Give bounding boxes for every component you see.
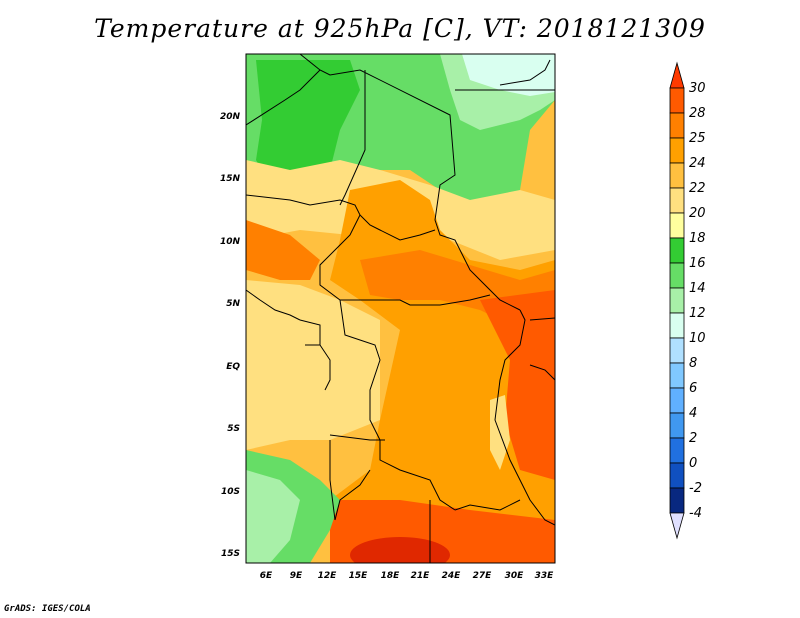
- colorbar-swatch: [669, 237, 685, 264]
- colorbar-bottom-arrow: [669, 512, 685, 540]
- colorbar-label: 8: [689, 356, 697, 371]
- colorbar-swatch: [669, 487, 685, 514]
- credit-text: GrADS: IGES/COLA: [4, 604, 91, 614]
- colorbar-label: 4: [689, 406, 697, 421]
- field-west-yellow: [246, 280, 380, 450]
- colorbar-swatch: [669, 212, 685, 239]
- field-hotspot: [350, 537, 450, 563]
- field-westcoast-orange: [246, 220, 320, 280]
- lon-label: 33E: [535, 571, 555, 581]
- colorbar-swatch: [669, 162, 685, 189]
- colorbar-label: 6: [689, 381, 697, 396]
- colorbar-top-arrow: [669, 61, 685, 89]
- colorbar-swatch: [669, 137, 685, 164]
- lon-label: 6E: [260, 571, 273, 581]
- lat-label: 15S: [221, 549, 240, 559]
- colorbar-swatch: [669, 362, 685, 389]
- lat-label: 15N: [220, 174, 241, 184]
- field-north-darkgreen: [256, 60, 360, 190]
- colorbar-label: 14: [689, 281, 706, 296]
- colorbar-swatch: [669, 187, 685, 214]
- colorbar-label: 22: [689, 181, 706, 196]
- colorbar-label: 0: [689, 456, 697, 471]
- colorbar-label: 12: [689, 306, 706, 321]
- colorbar-swatch: [669, 87, 685, 114]
- lat-label: EQ: [226, 362, 240, 372]
- field-palecyan: [462, 54, 555, 96]
- lon-label: 18E: [381, 571, 401, 581]
- colorbar-swatch: [669, 112, 685, 139]
- lon-label: 15E: [349, 571, 369, 581]
- lon-label: 24E: [442, 571, 462, 581]
- colorbar-label: 28: [689, 106, 706, 121]
- colorbar-label: 24: [689, 156, 706, 171]
- colorbar-swatch: [669, 412, 685, 439]
- field-sw-lightgreen: [246, 470, 300, 563]
- colorbar-label: -4: [689, 506, 702, 521]
- map-frame: [245, 53, 556, 564]
- lat-axis: 20N 15N 10N 5N EQ 5S 10S 15S: [220, 112, 241, 559]
- map-title: Temperature at 925hPa [C], VT: 201812130…: [94, 14, 706, 43]
- country-borders: [246, 54, 555, 563]
- colorbar-swatch: [669, 462, 685, 489]
- lat-label: 20N: [220, 112, 241, 122]
- colorbar-swatch: [669, 387, 685, 414]
- colorbar-label: 25: [689, 131, 706, 146]
- colorbar-swatch: [669, 437, 685, 464]
- colorbar-label: 30: [689, 81, 706, 96]
- temperature-field: [246, 54, 555, 563]
- lat-label: 10S: [221, 487, 240, 497]
- colorbar-label: -2: [689, 481, 702, 496]
- lat-label: 5S: [227, 424, 240, 434]
- lat-label: 5N: [226, 299, 240, 309]
- lat-label: 10N: [220, 237, 241, 247]
- colorbar-label: 2: [689, 431, 697, 446]
- lon-label: 21E: [411, 571, 431, 581]
- lon-label: 12E: [318, 571, 338, 581]
- colorbar-label: 10: [689, 331, 706, 346]
- colorbar-swatch: [669, 287, 685, 314]
- field-east-red: [480, 290, 555, 480]
- lon-axis: 6E 9E 12E 15E 18E 21E 24E 27E 30E 33E: [260, 571, 554, 581]
- lon-label: 27E: [473, 571, 493, 581]
- colorbar-label: 18: [689, 231, 706, 246]
- colorbar-swatch: [669, 337, 685, 364]
- lon-label: 30E: [505, 571, 525, 581]
- colorbar-label: 20: [689, 206, 706, 221]
- colorbar-swatch: [669, 312, 685, 339]
- colorbar-label: 16: [689, 256, 706, 271]
- lon-label: 9E: [290, 571, 303, 581]
- colorbar-swatch: [669, 262, 685, 289]
